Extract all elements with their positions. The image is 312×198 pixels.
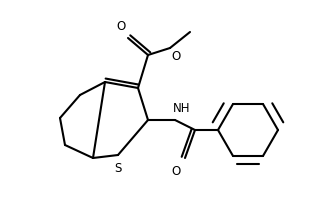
Text: O: O (172, 165, 181, 178)
Text: O: O (171, 50, 180, 63)
Text: S: S (114, 162, 122, 175)
Text: O: O (117, 20, 126, 33)
Text: NH: NH (173, 102, 191, 115)
